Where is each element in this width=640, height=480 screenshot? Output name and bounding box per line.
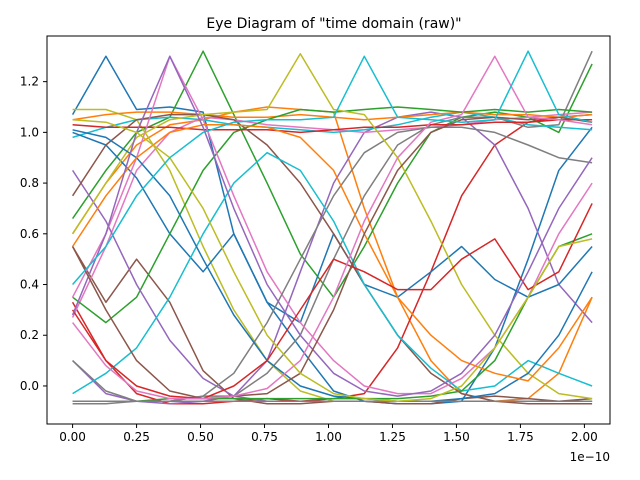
y-tick-label: 0.8 xyxy=(20,176,39,190)
series-line-4 xyxy=(71,113,593,405)
series-line-5 xyxy=(72,111,593,405)
y-tick-label: 1.2 xyxy=(20,75,39,89)
series-line-27 xyxy=(72,55,593,400)
x-tick-label: 0.00 xyxy=(59,430,86,444)
y-tick-label: 0.2 xyxy=(20,328,39,342)
series-line-19 xyxy=(71,53,593,400)
series-line-29 xyxy=(72,118,593,402)
series-line-25 xyxy=(71,55,593,397)
series-line-8 xyxy=(72,50,593,405)
x-tick-label: 0.25 xyxy=(123,430,150,444)
series-line-11 xyxy=(72,131,593,324)
series-layer xyxy=(71,50,593,405)
series-line-21 xyxy=(72,129,593,402)
x-tick-label: 1.50 xyxy=(443,430,470,444)
series-line-16 xyxy=(71,113,593,405)
series-line-10 xyxy=(72,111,593,139)
x-tick-label: 2.00 xyxy=(571,430,598,444)
series-line-23 xyxy=(72,233,593,402)
x-tick-label: 0.50 xyxy=(187,430,214,444)
series-line-1 xyxy=(71,55,593,405)
x-offset-label: 1e−10 xyxy=(570,450,610,464)
series-line-13 xyxy=(72,106,593,324)
series-line-22 xyxy=(71,124,593,382)
series-line-30 xyxy=(72,50,593,285)
x-axis: 0.00 0.25 0.50 0.75 1.00 1.25 1.50 1.75 2.00 xyxy=(59,424,598,444)
plot-frame xyxy=(46,35,611,425)
y-axis: 0.0 0.2 0.4 0.6 0.8 1.0 1.2 xyxy=(20,75,47,393)
x-tick-label: 1.75 xyxy=(507,430,534,444)
x-tick-label: 1.00 xyxy=(315,430,342,444)
y-tick-label: 0.0 xyxy=(20,379,39,393)
y-tick-label: 0.6 xyxy=(20,227,39,241)
y-tick-label: 1.0 xyxy=(20,125,39,139)
series-line-20 xyxy=(72,151,593,395)
x-tick-label: 1.25 xyxy=(379,430,406,444)
x-tick-label: 0.75 xyxy=(251,430,278,444)
series-line-14 xyxy=(72,118,593,134)
series-line-24 xyxy=(71,203,593,400)
series-line-26 xyxy=(71,116,593,400)
series-line-15 xyxy=(71,169,593,402)
chart-title: Eye Diagram of "time domain (raw)" xyxy=(206,16,461,32)
y-tick-label: 0.4 xyxy=(20,278,39,292)
